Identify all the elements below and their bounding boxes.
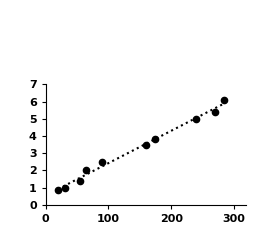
Point <box>194 117 198 121</box>
Point <box>84 168 88 172</box>
Point <box>100 160 104 164</box>
Point <box>223 98 227 102</box>
Point <box>56 188 60 192</box>
Point <box>144 143 148 147</box>
Point <box>78 179 82 183</box>
Point <box>213 110 217 114</box>
Point <box>153 138 157 141</box>
Point <box>62 186 67 190</box>
